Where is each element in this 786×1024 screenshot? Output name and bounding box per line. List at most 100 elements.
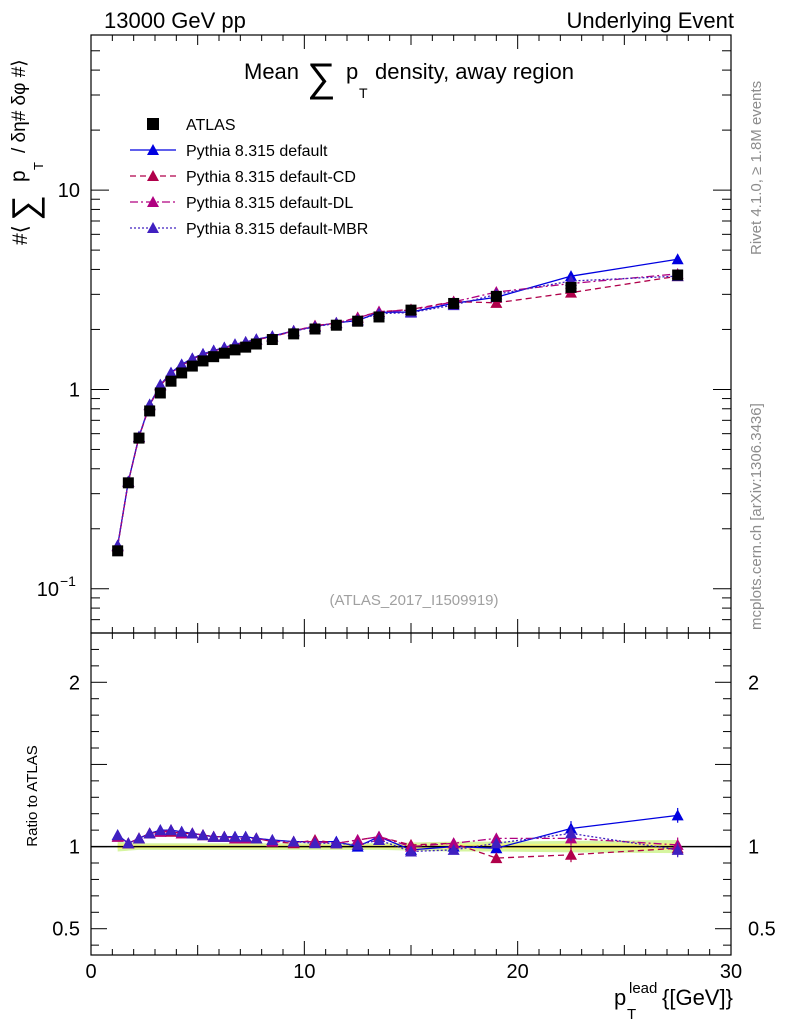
- y-tick-exponent: −1: [60, 573, 76, 589]
- legend-label-mbr: Pythia 8.315 default-MBR: [186, 221, 368, 238]
- ratio-point-mbr: [250, 832, 263, 844]
- data-point-atlas: [197, 355, 209, 367]
- data-point-mbr: [165, 366, 177, 378]
- data-point-atlas: [176, 367, 188, 379]
- x-tick-label: 10: [293, 961, 315, 983]
- y-axis-label: #⟨ ∑ pT / δη# δφ #⟩: [4, 59, 46, 245]
- x-tick-label: 30: [720, 961, 742, 983]
- ratio-point-mbr: [351, 838, 364, 850]
- data-point-atlas: [352, 315, 364, 327]
- series-dl: [111, 267, 684, 551]
- chart-title-prefix: Mean: [244, 59, 299, 84]
- legend-marker-atlas: [147, 118, 159, 130]
- data-point-atlas: [165, 375, 177, 387]
- ratio-tick-label-right: 1: [748, 837, 759, 859]
- x-label-sup: lead: [629, 980, 657, 997]
- legend-marker-cd: [147, 170, 159, 181]
- x-ticks: [90, 35, 732, 955]
- series-line-cd: [117, 275, 678, 547]
- chart-title-sum: ∑: [307, 56, 336, 100]
- y-label-sub: T: [31, 162, 46, 170]
- data-point-atlas: [122, 477, 134, 489]
- data-point-atlas: [240, 341, 252, 353]
- y-label-p: p: [7, 170, 30, 182]
- ratio-point-mbr: [165, 824, 177, 836]
- data-point-atlas: [154, 387, 166, 399]
- chart-title-sub: T: [359, 85, 368, 101]
- ratio-series-mbr: [111, 824, 684, 858]
- ratio-tick-label-left: 0.5: [52, 919, 80, 941]
- data-point-atlas: [112, 545, 124, 557]
- analysis-watermark: (ATLAS_2017_I1509919): [329, 592, 498, 609]
- x-label-sub: T: [627, 1006, 636, 1023]
- ratio-point-mbr: [197, 829, 209, 841]
- data-point-atlas: [448, 297, 460, 309]
- y-label-suffix: / δη# δφ #⟩: [9, 59, 30, 153]
- chart-title-p: p: [346, 59, 358, 84]
- data-point-atlas: [373, 311, 385, 323]
- legend-label-atlas: ATLAS: [186, 117, 236, 134]
- header-left: 13000 GeV pp: [104, 8, 246, 33]
- ratio-frame: [90, 632, 732, 956]
- data-point-atlas: [266, 334, 278, 346]
- series-line-mbr: [117, 275, 678, 546]
- legend: ATLAS Pythia 8.315 default Pythia 8.315 de…: [130, 117, 368, 238]
- x-tick-label: 0: [85, 961, 96, 983]
- series-line-default: [117, 258, 678, 546]
- ratio-point-mbr: [175, 825, 188, 837]
- ratio-tick-label-right: 2: [748, 672, 759, 694]
- data-point-atlas: [186, 360, 198, 372]
- series-line-dl: [117, 273, 678, 547]
- ratio-point-mbr: [133, 832, 145, 844]
- data-point-atlas: [288, 328, 300, 340]
- ratio-point-mbr: [309, 837, 321, 849]
- data-point-atlas: [229, 344, 241, 356]
- ratio-point-mbr: [266, 834, 279, 845]
- ratio-point-mbr: [207, 830, 220, 842]
- ratio-point-mbr: [154, 824, 167, 836]
- data-point-atlas: [208, 351, 220, 363]
- ratio-tick-label-left: 1: [69, 837, 80, 859]
- chart-title-suffix: density, away region: [375, 59, 574, 84]
- data-point-atlas: [490, 290, 502, 302]
- data-point-atlas: [309, 323, 321, 335]
- x-label-p: p: [614, 985, 626, 1010]
- ratio-point-mbr: [218, 830, 231, 842]
- legend-label-cd: Pythia 8.315 default-CD: [186, 169, 356, 186]
- data-point-atlas: [144, 405, 156, 417]
- ratio-point-mbr: [186, 827, 199, 839]
- data-point-mbr: [154, 378, 167, 390]
- series-atlas: [112, 269, 684, 557]
- ratio-point-mbr: [239, 830, 252, 842]
- data-point-mbr: [175, 358, 188, 370]
- y-tick-label: 10: [58, 180, 80, 202]
- ratio-point-mbr: [330, 837, 343, 849]
- ratio-point-mbr: [143, 827, 156, 839]
- legend-marker-mbr: [147, 222, 159, 233]
- ratio-axis-label: Ratio to ATLAS: [24, 745, 41, 846]
- legend-label-default: Pythia 8.315 default: [186, 143, 328, 160]
- legend-marker-dl: [147, 196, 159, 207]
- data-point-atlas: [218, 347, 230, 359]
- legend-marker-default: [147, 144, 159, 155]
- ratio-point-mbr: [229, 830, 241, 842]
- legend-label-dl: Pythia 8.315 default-DL: [186, 195, 353, 212]
- data-point-atlas: [330, 319, 342, 331]
- y-ticks: [91, 34, 731, 634]
- data-point-atlas: [672, 269, 684, 281]
- data-point-atlas: [250, 338, 262, 350]
- ratio-point-mbr: [287, 835, 300, 847]
- data-point-atlas: [133, 432, 145, 444]
- ratio-point-mbr: [122, 837, 135, 849]
- series-default: [111, 253, 684, 551]
- y-tick-label: 1: [69, 379, 80, 401]
- y-label-prefix: #⟨: [9, 225, 32, 245]
- y-tick-label: 10: [37, 579, 59, 601]
- data-point-atlas: [565, 281, 577, 293]
- y-label-sum: ∑: [4, 195, 45, 221]
- header-right: Underlying Event: [566, 8, 734, 33]
- x-label-unit: {[GeV]}: [662, 985, 733, 1010]
- ratio-tick-label-left: 2: [69, 672, 80, 694]
- ratio-y-ticks: [91, 632, 731, 946]
